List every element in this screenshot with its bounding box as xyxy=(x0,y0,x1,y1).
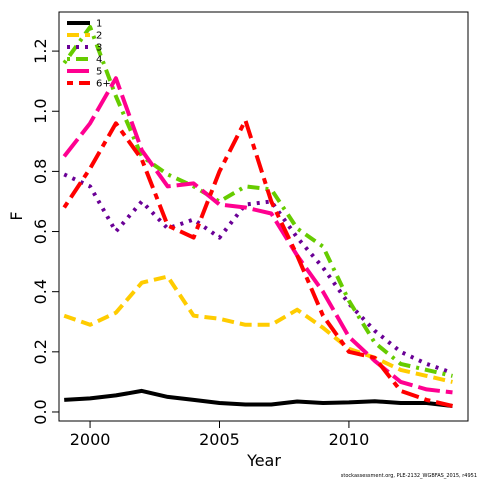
legend-label: 6+ xyxy=(96,79,111,90)
footnote: stockassessment.org, PLE-2132_WGBFAS_201… xyxy=(341,473,477,479)
legend-label: 1 xyxy=(96,19,102,30)
x-axis: 2000 2005 2010 xyxy=(70,420,370,449)
x-tick-label: 2000 xyxy=(70,430,111,449)
y-axis-title: F xyxy=(7,211,26,220)
legend-item-6: 6+ xyxy=(67,79,111,90)
y-tick-label: 0.4 xyxy=(31,279,50,304)
series-line-1 xyxy=(64,388,453,408)
legend-label: 5 xyxy=(96,67,102,78)
y-tick-label: 0.8 xyxy=(31,159,50,184)
x-axis-title: Year xyxy=(246,451,281,470)
series-line-4 xyxy=(62,25,453,378)
x-tick-label: 2005 xyxy=(199,430,240,449)
legend-item-2: 2 xyxy=(67,31,102,42)
legend-label: 4 xyxy=(96,55,102,66)
legend-label: 2 xyxy=(96,31,102,42)
series-line-2 xyxy=(63,274,453,384)
x-tick-label: 2010 xyxy=(329,430,370,449)
legend-item-3: 3 xyxy=(67,43,102,54)
series-line-3 xyxy=(63,172,454,375)
y-tick-label: 1.0 xyxy=(31,98,50,123)
y-tick-label: 1.2 xyxy=(31,38,50,63)
legend-item-5: 5 xyxy=(67,67,102,78)
legend-label: 3 xyxy=(96,43,102,54)
series-line-6 xyxy=(62,118,453,408)
series-lines xyxy=(62,25,454,408)
legend-item-1: 1 xyxy=(67,19,102,30)
y-axis: 0.0 0.2 0.4 0.6 0.8 1.0 1.2 xyxy=(31,38,60,425)
y-tick-label: 0.6 xyxy=(31,219,50,244)
y-tick-label: 0.0 xyxy=(31,399,50,424)
legend-item-4: 4 xyxy=(67,55,102,66)
y-tick-label: 0.2 xyxy=(31,339,50,364)
